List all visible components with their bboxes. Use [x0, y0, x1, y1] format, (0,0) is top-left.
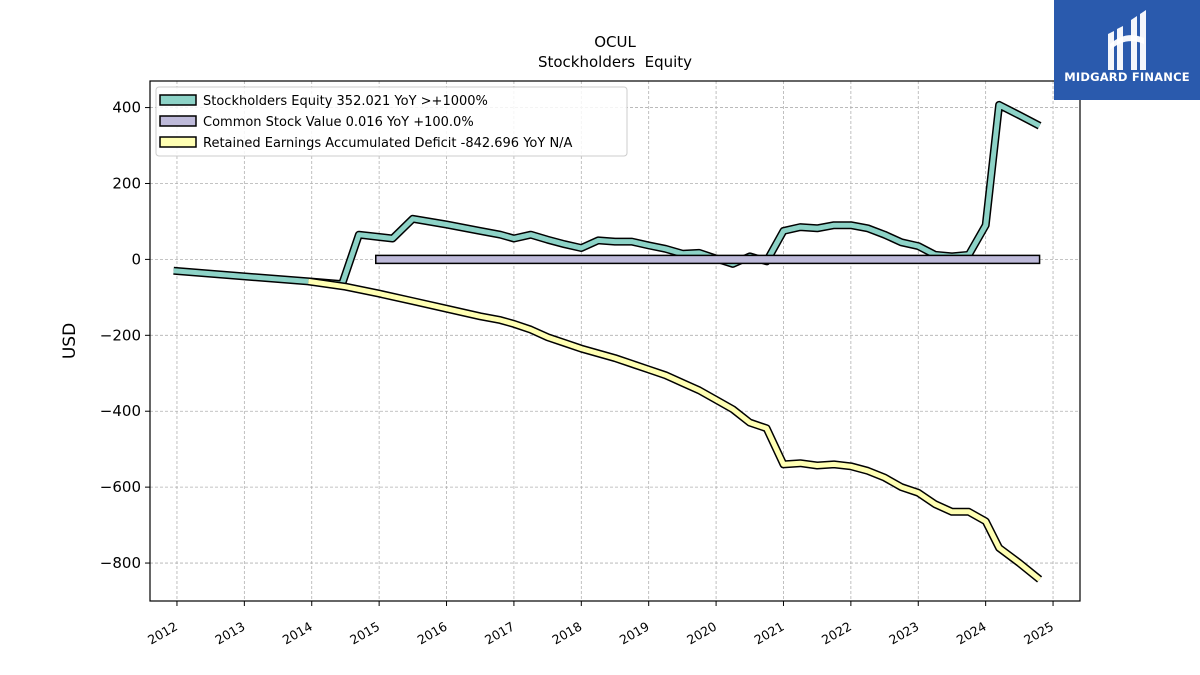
- y-tick-label: −400: [100, 402, 141, 420]
- x-tick-label: 2023: [886, 619, 921, 648]
- series-line: [308, 278, 1042, 582]
- series-1: [375, 254, 1041, 265]
- x-tick-label: 2018: [549, 619, 584, 648]
- legend-label: Stockholders Equity 352.021 YoY >+1000%: [203, 94, 488, 109]
- plot-frame: [149, 80, 1081, 602]
- x-tick-label: 2017: [482, 619, 517, 648]
- legend-swatch: [159, 94, 197, 106]
- legend-frame: [155, 86, 628, 157]
- y-tick-label: 200: [112, 174, 141, 192]
- series-bar-line: [375, 254, 1041, 265]
- grid-lines: [150, 81, 1080, 601]
- x-tick-label: 2015: [347, 619, 382, 648]
- x-tick-label: 2021: [752, 619, 787, 648]
- y-tick-label: 400: [112, 99, 141, 117]
- legend: Stockholders Equity 352.021 YoY >+1000% C…: [155, 86, 628, 157]
- midgard-logo-icon: [1108, 10, 1146, 70]
- y-tick-label: −200: [100, 326, 141, 344]
- x-axis: 2012 2013 2014 2015 2016 2017 2018 2019 2020 2021…: [145, 601, 1056, 648]
- x-tick-label: 2012: [145, 619, 180, 648]
- y-axis: 400 200 0 −200 −400 −600 −800: [100, 99, 150, 572]
- series-2: [307, 277, 1043, 583]
- chart-subtitle: Stockholders Equity: [538, 53, 692, 71]
- y-tick-label: −800: [100, 554, 141, 572]
- legend-swatch: [159, 136, 197, 148]
- legend-label: Retained Earnings Accumulated Deficit -8…: [203, 136, 573, 151]
- x-tick-label: 2019: [617, 619, 652, 648]
- midgard-finance-logo: MIDGARD FINANCE: [1054, 0, 1200, 100]
- plot-series: [173, 100, 1043, 583]
- x-tick-label: 2024: [954, 619, 989, 648]
- x-tick-label: 2025: [1021, 619, 1056, 648]
- x-tick-label: 2020: [684, 619, 719, 648]
- chart-title: OCUL: [594, 33, 636, 51]
- x-tick-label: 2013: [212, 619, 247, 648]
- series-0: [173, 100, 1042, 289]
- x-tick-label: 2016: [415, 619, 450, 648]
- legend-swatch: [159, 115, 197, 127]
- y-tick-label: −600: [100, 478, 141, 496]
- legend-label: Common Stock Value 0.016 YoY +100.0%: [203, 115, 474, 130]
- y-axis-label: USD: [60, 323, 80, 359]
- logo-text: MIDGARD FINANCE: [1064, 70, 1190, 84]
- series-line: [173, 102, 1041, 287]
- y-tick-label: 0: [131, 250, 141, 268]
- x-tick-label: 2022: [819, 619, 854, 648]
- series-outline: [307, 277, 1043, 583]
- x-tick-label: 2014: [280, 619, 315, 648]
